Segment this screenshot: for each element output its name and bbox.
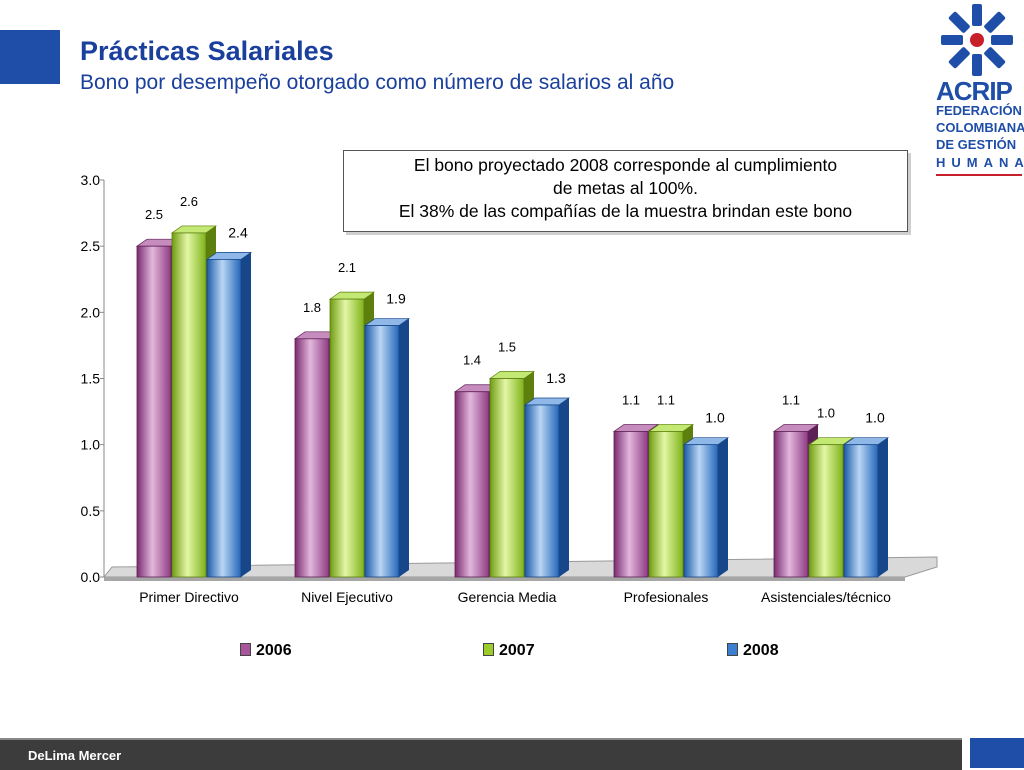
y-tick-label: 1.0 <box>81 437 101 453</box>
annotation-box: El bono proyectado 2008 corresponde al c… <box>343 150 908 232</box>
y-axis: 0.0 0.5 1.0 1.5 2.0 2.5 3.0 <box>81 172 105 585</box>
data-label-2008: 1.0 <box>865 410 885 426</box>
logo-mark <box>941 4 1013 76</box>
annotation-line-2: de metas al 100%. <box>553 178 698 198</box>
data-label-2008: 2.4 <box>228 224 248 240</box>
legend-swatch-2008 <box>727 643 738 656</box>
footer-text: DeLima Mercer <box>28 748 122 763</box>
bar-2008 <box>206 258 242 578</box>
bar-2007 <box>171 232 207 578</box>
legend-item-2008: 2008 <box>727 642 779 660</box>
data-label-2006: 2.5 <box>145 207 163 222</box>
data-label-2006: 1.4 <box>463 353 481 368</box>
y-tick-label: 2.5 <box>81 238 101 254</box>
y-tick-label: 2.0 <box>81 304 101 320</box>
data-label-2006: 1.1 <box>622 392 640 407</box>
bar-2007 <box>808 444 844 578</box>
x-tick-label: Gerencia Media <box>458 589 557 605</box>
legend-item-2007: 2007 <box>483 642 535 660</box>
x-tick-label: Profesionales <box>624 589 709 605</box>
data-label-2007: 1.1 <box>657 392 675 407</box>
x-axis: Primer Directivo Nivel Ejecutivo Gerencia … <box>139 589 891 605</box>
bar-2008 <box>524 404 560 578</box>
legend-swatch-2006 <box>240 643 251 656</box>
legend-label: 2006 <box>256 642 292 659</box>
data-labels: 2.5 2.6 2.4 1.8 2.1 1.9 1.4 1.5 1.3 1.1 1.1 1.0 1.1 1… <box>145 194 885 426</box>
bar-side-2008 <box>241 252 251 577</box>
bar-side-2008 <box>718 437 728 577</box>
bar-2007 <box>329 298 365 578</box>
logo-line-1: FEDERACIÓN <box>936 103 1022 118</box>
data-label-2007: 1.5 <box>498 340 516 355</box>
bar-group <box>135 225 890 578</box>
legend-swatch-2007 <box>483 643 494 656</box>
annotation-line-1: El bono proyectado 2008 corresponde al c… <box>413 155 838 175</box>
footer-bar <box>0 738 962 770</box>
legend-label: 2008 <box>743 642 779 659</box>
acrip-logo-icon <box>941 4 1013 76</box>
logo-wordmark: ACRIP <box>936 76 1013 106</box>
data-label-2008: 1.9 <box>386 291 406 307</box>
bar-2006 <box>613 431 649 578</box>
logo-line-3: DE GESTIÓN <box>936 137 1017 152</box>
bar-2006 <box>773 431 809 578</box>
bar-2008 <box>843 444 879 578</box>
page-title: Prácticas Salariales <box>80 36 334 66</box>
bar-side-2008 <box>399 318 409 577</box>
legend-item-2006: 2006 <box>240 642 292 660</box>
data-label-2007: 2.6 <box>180 194 198 209</box>
y-tick-label: 0.0 <box>81 569 101 585</box>
footer-accent-square <box>970 738 1024 768</box>
page-subtitle: Bono por desempeño otorgado como número … <box>80 71 675 94</box>
x-tick-label: Nivel Ejecutivo <box>301 589 393 605</box>
logo-red-rule <box>936 174 1022 176</box>
bar-2006 <box>454 391 490 578</box>
y-tick-label: 0.5 <box>81 503 101 519</box>
chart-floor-front <box>104 577 905 581</box>
data-label-2006: 1.8 <box>303 300 321 315</box>
data-label-2008: 1.0 <box>705 410 725 426</box>
legend-label: 2007 <box>499 642 535 659</box>
bar-2007 <box>489 378 525 578</box>
data-label-2007: 2.1 <box>338 260 356 275</box>
logo-line-4: HUMANA <box>936 155 1024 170</box>
bar-2008 <box>683 444 719 578</box>
y-tick-label: 3.0 <box>81 172 101 188</box>
bar-side-2008 <box>559 397 569 577</box>
annotation-line-3: El 38% de las compañías de la muestra br… <box>398 201 853 221</box>
data-label-2007: 1.0 <box>817 406 835 421</box>
x-tick-label: Asistenciales/técnico <box>761 589 891 605</box>
data-label-2008: 1.3 <box>546 370 566 386</box>
bar-2006 <box>294 338 330 578</box>
x-tick-label: Primer Directivo <box>139 589 239 605</box>
bar-2007 <box>648 431 684 578</box>
y-tick-label: 1.5 <box>81 371 101 387</box>
bar-2008 <box>364 325 400 578</box>
bar-side-2008 <box>878 437 888 577</box>
bar-2006 <box>136 245 172 578</box>
data-label-2006: 1.1 <box>782 392 800 407</box>
logo-line-2: COLOMBIANA <box>936 120 1024 135</box>
corner-accent-square <box>0 30 60 84</box>
